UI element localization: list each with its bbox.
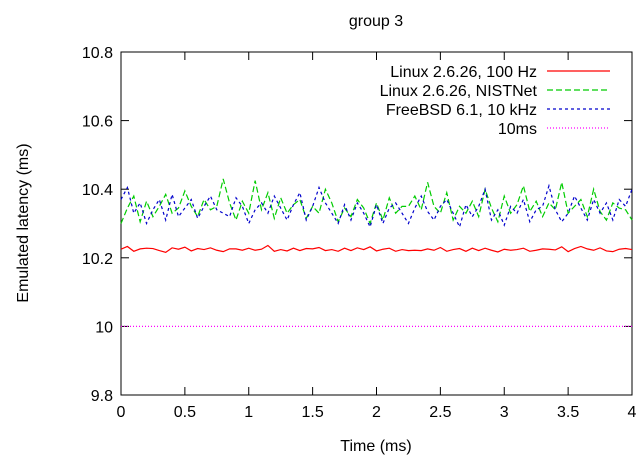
x-tick-label: 4 [628,404,637,421]
series-lines [120,178,633,327]
y-tick-label: 10 [95,319,113,336]
series-line-2 [120,183,633,229]
x-axis-label: Time (ms) [340,438,411,455]
y-tick-label: 10.2 [82,251,113,268]
x-tick-label: 1 [244,404,253,421]
plot-frame [120,51,633,396]
y-axis-label: Emulated latency (ms) [15,143,32,302]
y-axis: 9.8 10 10.2 10.4 10.6 10.8 [82,45,632,405]
chart-title: group 3 [349,13,403,30]
x-tick-label: 0.5 [174,404,196,421]
x-tick-label: 3 [500,404,509,421]
x-tick-label: 2 [372,404,381,421]
y-tick-label: 10.8 [82,45,113,62]
y-tick-label: 9.8 [91,388,113,405]
series-line-1 [120,178,633,226]
legend-label-2: FreeBSD 6.1, 10 kHz [386,102,537,119]
x-tick-label: 1.5 [302,404,324,421]
x-tick-label: 0 [117,404,126,421]
x-tick-label: 2.5 [429,404,451,421]
legend-label-0: Linux 2.6.26, 100 Hz [390,64,537,81]
legend-label-3: 10ms [498,121,537,138]
series-line-0 [120,244,633,253]
legend-label-1: Linux 2.6.26, NISTNet [380,83,538,100]
y-tick-label: 10.6 [82,114,113,131]
x-tick-label: 3.5 [557,404,579,421]
y-tick-label: 10.4 [82,182,113,199]
x-axis: 0 0.5 1 1.5 2 2.5 3 3.5 4 [117,52,637,421]
legend: Linux 2.6.26, 100 Hz Linux 2.6.26, NISTNe… [380,64,610,138]
